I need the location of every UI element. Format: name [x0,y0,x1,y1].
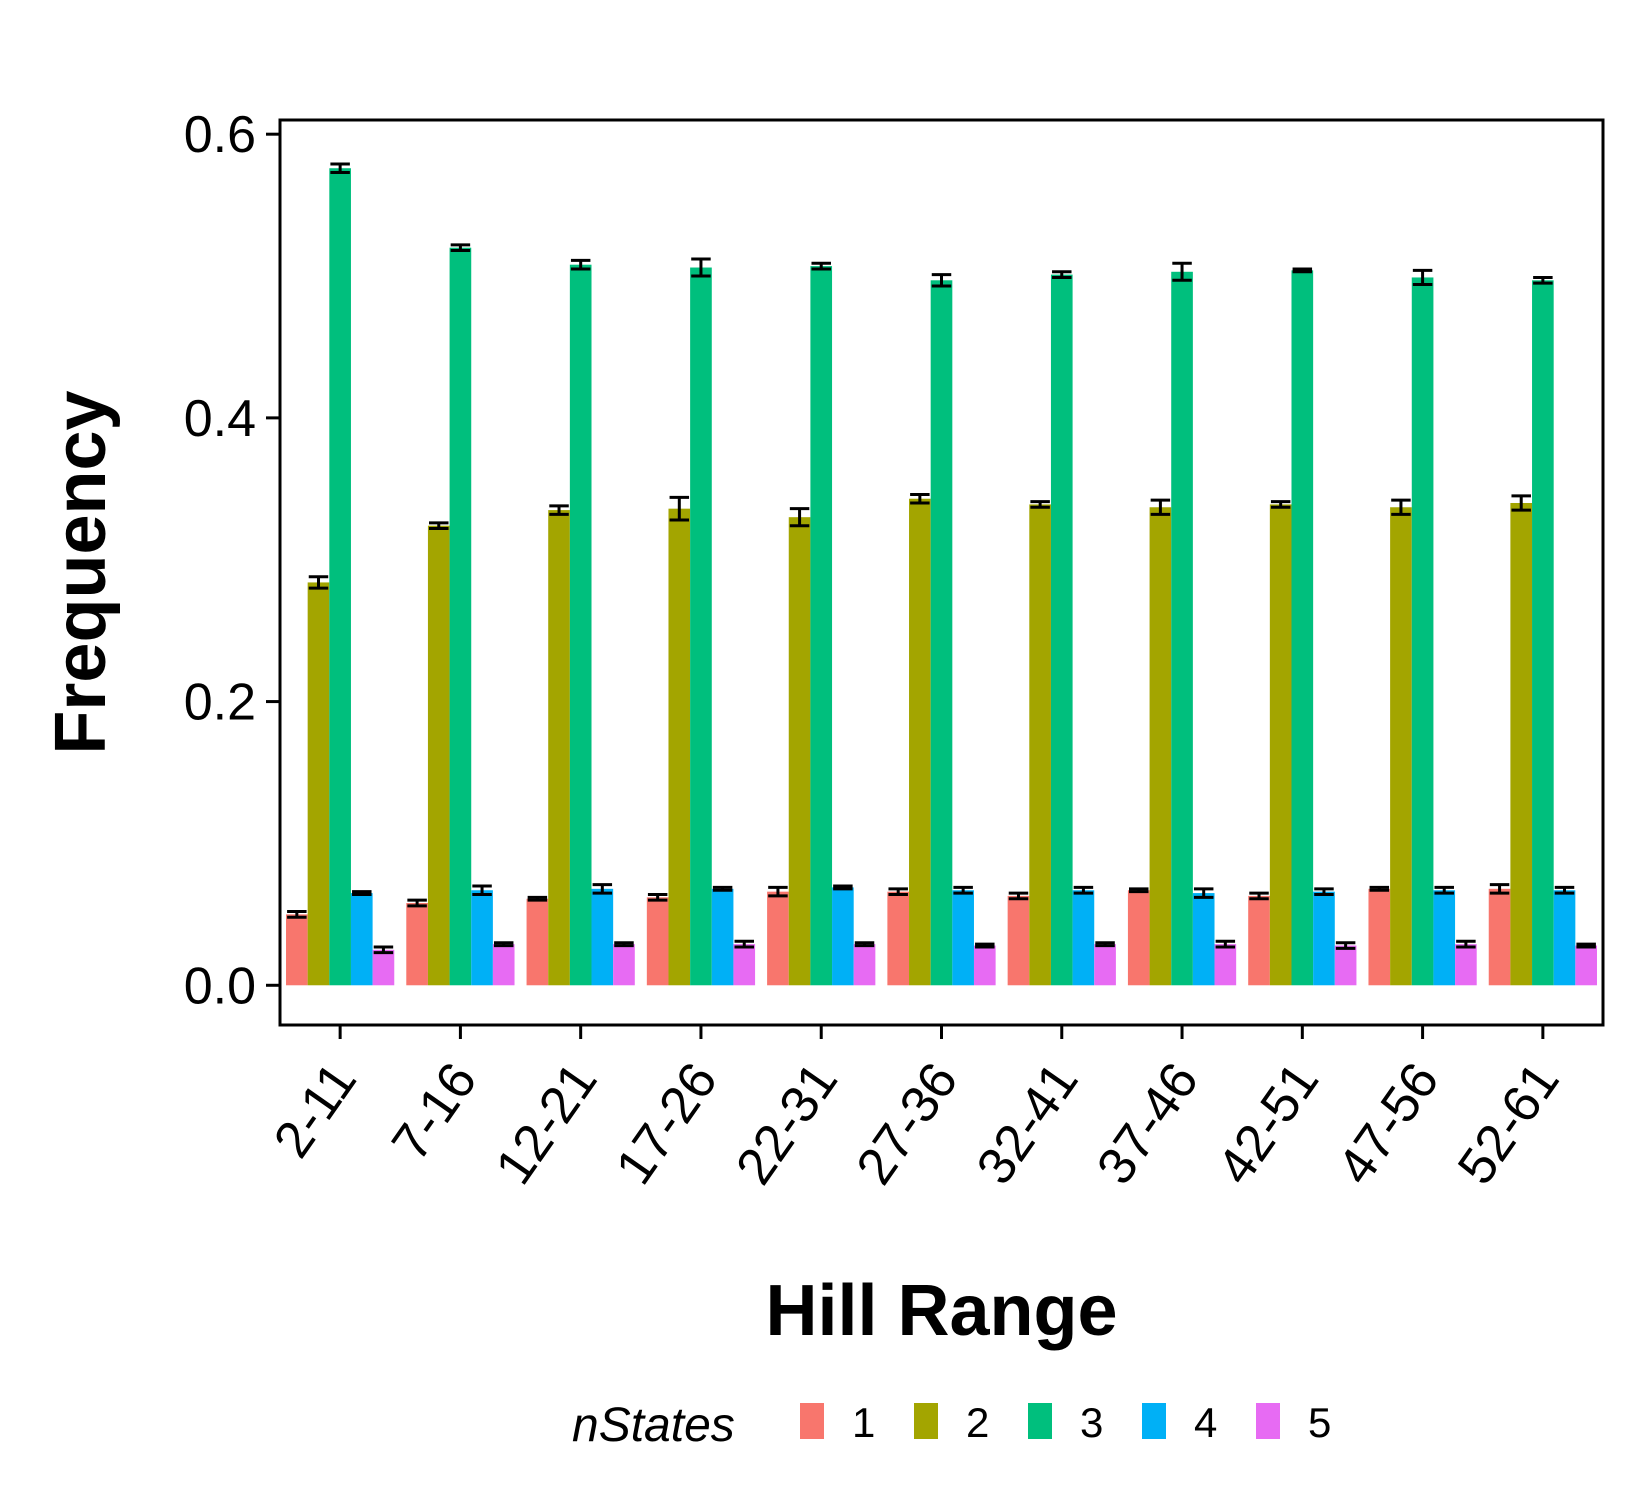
bar [286,914,308,986]
bar [613,944,635,986]
x-tick-label: 17-26 [605,1053,729,1195]
bar [1192,893,1215,986]
x-tick-label: 12-21 [485,1053,609,1195]
x-axis: 2-11 7-1612-2117-2622-3127-3632-4137-4642… [263,1025,1571,1195]
bar [1007,895,1030,986]
bar [1171,271,1193,986]
y-tick-label: 0.6 [184,106,256,164]
bar [329,168,351,986]
bar [1433,890,1456,986]
x-tick-label: 42-51 [1206,1053,1330,1195]
bar [711,888,734,986]
y-axis-title: Frequency [41,390,121,754]
legend-swatch [1256,1403,1280,1439]
bar [930,280,953,986]
bar [548,510,570,986]
bar [1488,888,1511,986]
bar [372,949,395,986]
y-tick-label: 0.2 [184,674,256,732]
bar [909,498,931,986]
legend-title: nStates [572,1399,735,1452]
error-bars-layer [287,162,1596,955]
bar [471,890,493,986]
bar [1510,502,1533,986]
x-tick-label: 27-36 [846,1053,970,1195]
bar [1313,891,1335,986]
bar [767,891,789,986]
bar [832,887,854,986]
legend-swatch [1142,1403,1166,1439]
legend-label: 2 [966,1399,989,1446]
legend-swatch [914,1403,938,1439]
bar [1334,945,1357,986]
y-tick-label: 0.4 [184,390,256,448]
bar [492,944,515,986]
bar [952,890,974,986]
bar [1553,890,1576,986]
x-axis-title: Hill Range [765,1271,1117,1351]
bar [307,582,330,986]
bar [1390,507,1412,986]
bar [591,888,614,986]
bar [887,891,910,986]
legend: nStates 1 2 3 4 5 [572,1399,1331,1452]
legend-swatch [1028,1403,1052,1439]
bar [788,517,811,986]
x-tick-label: 47-56 [1327,1053,1451,1195]
bar [810,266,833,986]
bar [1248,895,1270,986]
bar [1214,944,1237,986]
bar [1575,945,1597,986]
y-axis: 0.0 0.2 0.4 0.6 [184,106,280,1015]
bar [350,893,373,986]
bars-layer [286,168,1597,986]
bar [1029,504,1051,986]
bar [449,247,472,986]
bar [406,903,428,986]
legend-label: 3 [1080,1399,1103,1446]
bar [1050,274,1073,986]
bar [1411,277,1434,986]
bar [1269,504,1292,986]
x-tick-label: 37-46 [1086,1053,1210,1195]
legend-label: 5 [1308,1399,1331,1446]
x-tick-label: 32-41 [966,1053,1090,1195]
x-tick-label: 2-11 [263,1053,368,1168]
legend-label: 4 [1194,1399,1217,1446]
bar [1291,270,1314,986]
bar [646,897,669,986]
bar [1127,890,1150,986]
bar [1368,888,1391,986]
bar [1094,944,1116,986]
bar [853,944,876,986]
bar [1149,507,1172,986]
x-tick-label: 22-31 [725,1053,849,1195]
bar [569,264,592,986]
legend-swatch [800,1403,824,1439]
y-tick-label: 0.0 [184,957,256,1015]
bar [1455,944,1477,986]
legend-label: 1 [852,1399,875,1446]
bar [733,944,756,986]
x-tick-label: 7-16 [381,1053,488,1172]
bar [526,898,549,986]
bar [1072,890,1095,986]
bar [1532,280,1554,986]
bar [668,508,691,986]
bar [973,945,996,986]
bar [427,525,450,986]
x-tick-label: 52-61 [1447,1053,1571,1195]
bar [690,267,712,986]
